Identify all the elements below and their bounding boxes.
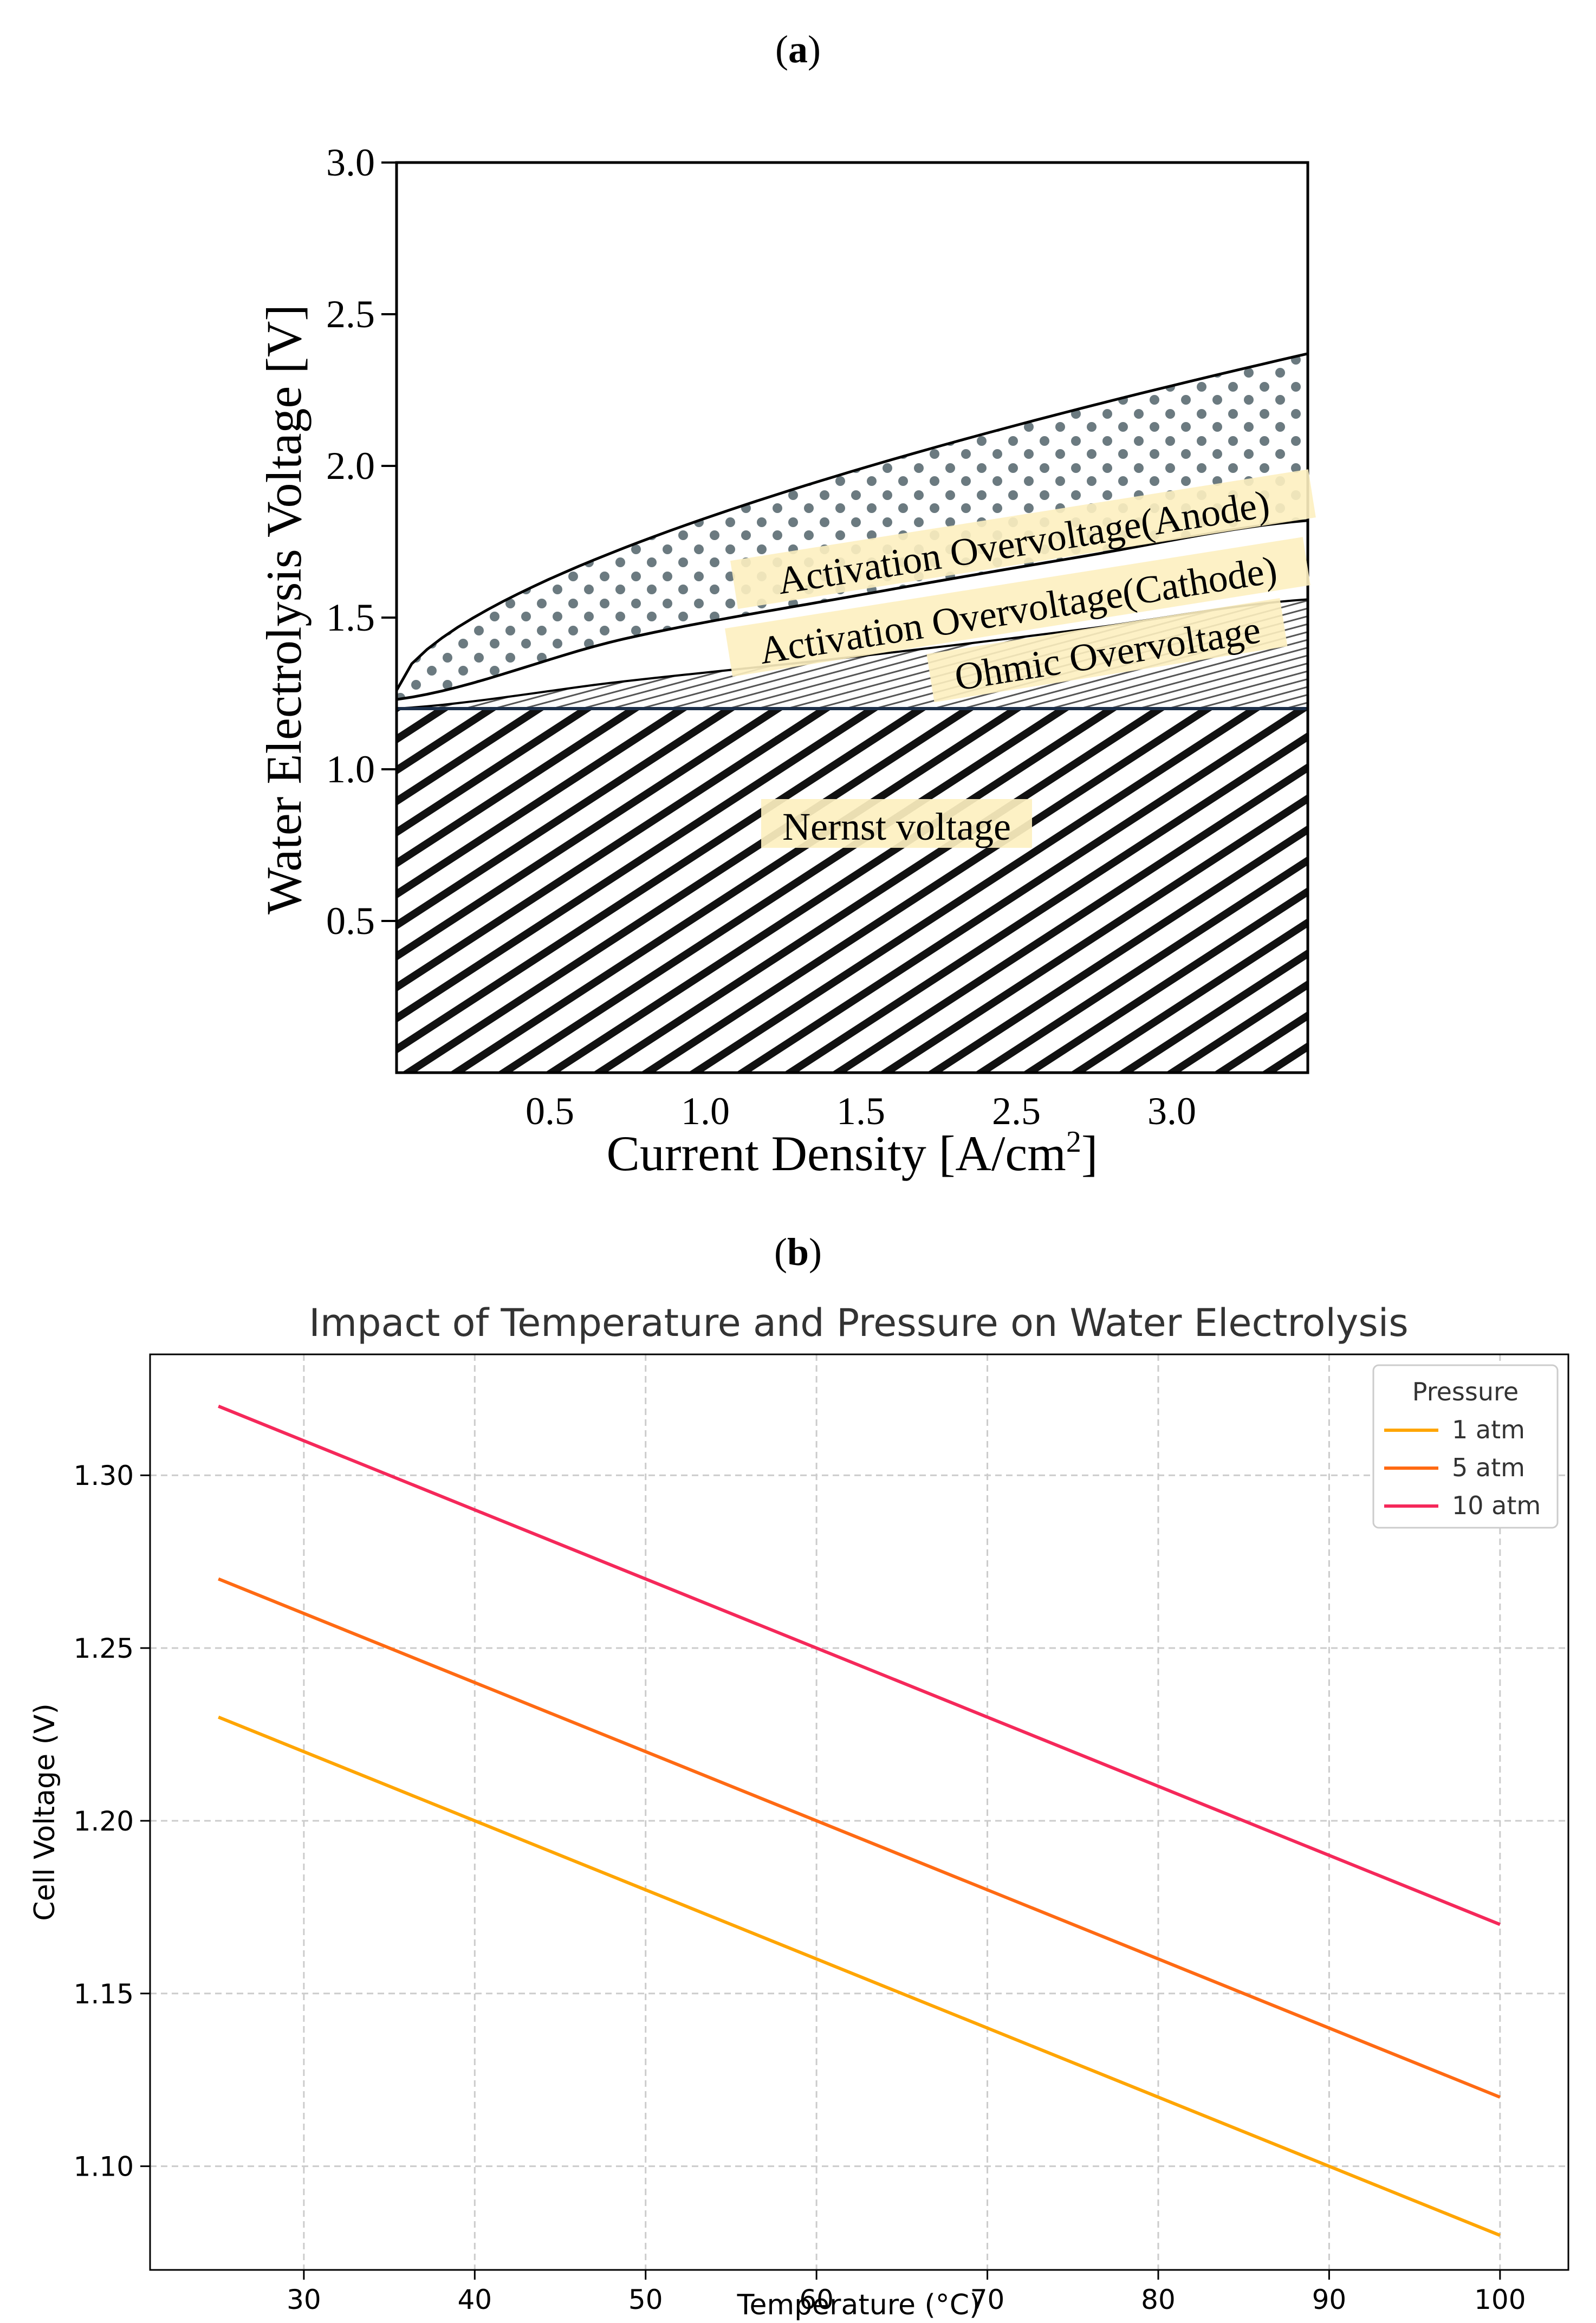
x-tick-label: 50	[628, 2284, 663, 2315]
chart-title: Impact of Temperature and Pressure on Wa…	[309, 1301, 1408, 1345]
x-tick-label: 3.0	[1147, 1089, 1196, 1133]
series-line-1-atm	[218, 1715, 1501, 2237]
y-tick-label: 1.0	[326, 748, 375, 791]
y-axis-label: Cell Voltage (V)	[29, 1703, 61, 1920]
y-tick-label: 2.5	[326, 293, 375, 336]
y-tick-label: 2.0	[326, 444, 375, 488]
legend-entry: 1 atm	[1452, 1415, 1525, 1444]
x-tick-label: 1.0	[681, 1089, 730, 1133]
x-axis-label: Current Density [A/cm2]	[607, 1125, 1098, 1181]
overvoltage-chart: 0.51.01.52.02.53.0 0.5 1.0 1.5 2.5 3.0 Activ…	[256, 141, 1316, 1181]
x-axis-label: Temperature (°C)	[737, 2289, 981, 2321]
series-line-10-atm	[218, 1404, 1501, 1926]
series-line-5-atm	[218, 1577, 1501, 2099]
y-tick-label: 0.5	[326, 899, 375, 943]
anode-curve	[397, 352, 1308, 691]
x-tick-label: 80	[1141, 2284, 1176, 2315]
x-tick-label: 0.5	[525, 1089, 574, 1133]
x-tick-label: 60	[799, 2284, 834, 2315]
x-tick-label: 100	[1474, 2284, 1526, 2315]
legend-title: Pressure	[1412, 1377, 1519, 1406]
legend: Pressure 1 atm 5 atm 10 atm	[1372, 1364, 1559, 1529]
cathode-curve	[397, 519, 1308, 701]
y-tick-label: 1.20	[74, 1806, 134, 1837]
temperature-pressure-chart: Impact of Temperature and Pressure on Wa…	[29, 1301, 1569, 2321]
x-tick-label: 2.5	[992, 1089, 1041, 1133]
x-tick-label: 90	[1312, 2284, 1347, 2315]
y-tick-label: 1.10	[74, 2151, 134, 2183]
y-tick-label: 1.15	[74, 1978, 134, 2010]
x-tick-label: 30	[287, 2284, 321, 2315]
nernst-region	[397, 709, 1308, 1073]
y-tick-label: 1.25	[74, 1633, 134, 1664]
y-tick-label: 1.30	[74, 1460, 134, 1491]
x-tick-label: 1.5	[836, 1089, 885, 1133]
anode-region	[397, 353, 1308, 700]
legend-box	[1372, 1364, 1559, 1529]
y-axis-label: Water Electrolysis Voltage [V]	[256, 304, 312, 914]
y-tick-label: 3.0	[326, 141, 375, 184]
x-tick-label: 70	[970, 2284, 1005, 2315]
panel-label-a: (a)	[775, 28, 821, 71]
y-tick-label: 1.5	[326, 596, 375, 639]
legend-entry: 10 atm	[1452, 1491, 1541, 1520]
x-tick-label: 40	[457, 2284, 492, 2315]
nernst-region-label: Nernst voltage	[782, 805, 1011, 848]
plot-frame	[149, 1353, 1569, 2271]
panel-label-b: (b)	[774, 1230, 822, 1274]
legend-entry: 5 atm	[1452, 1453, 1525, 1482]
